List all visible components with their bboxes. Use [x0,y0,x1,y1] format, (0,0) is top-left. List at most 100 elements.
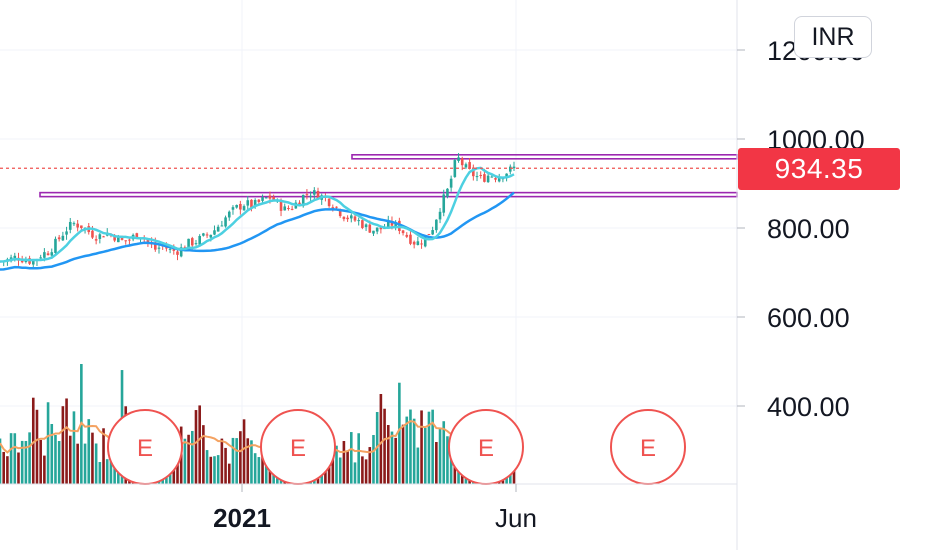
candle-body [512,166,516,169]
candle-body [246,200,250,206]
volume-bar [446,436,449,484]
candle-body [202,233,205,236]
volume-bar [449,452,453,484]
volume-bar [361,456,364,484]
volume-bars [0,364,516,484]
volume-bar [368,447,372,484]
candle-body [420,243,423,245]
candle-body [497,177,501,182]
earnings-marker[interactable]: E [107,409,183,485]
volume-bar [0,438,2,484]
candle-body [464,164,468,168]
candle-body [65,231,68,235]
volume-bar [261,452,264,484]
candle-body [113,235,116,241]
volume-ma-line [0,420,515,454]
volume-bar [427,411,431,484]
candle-body [349,215,353,219]
volume-bar [17,452,20,484]
candle-body [331,207,335,209]
volume-bar [76,443,79,484]
currency-button[interactable]: INR [794,16,872,58]
moving-average-fast [0,166,515,263]
candle-body [494,178,497,180]
candle-body [505,173,508,179]
volume-bar [242,419,246,484]
candle-body [20,260,24,263]
volume-bar [9,433,13,484]
candle-body [227,211,231,218]
candle-body [216,226,220,232]
candle-body [435,219,438,231]
candle-body [305,194,309,196]
volume-bar [54,434,57,484]
candle-body [220,225,224,227]
earnings-marker[interactable]: E [610,409,686,485]
volume-bar [398,382,401,484]
volume-bar [239,431,242,484]
volume-bar [335,445,338,484]
y-tick-label: 600.00 [767,303,850,333]
candle-body [272,197,275,201]
volume-bar [253,453,257,484]
candle-body [346,217,349,220]
earnings-marker[interactable]: E [448,409,524,485]
candle-body [187,238,190,249]
candle-body [364,224,368,228]
volume-bar [453,460,457,484]
candle-body [327,198,331,207]
volume-bar [61,406,65,484]
candle-body [309,195,312,197]
candle-body [135,233,139,239]
candle-body [509,166,512,172]
candle-body [486,175,490,183]
candle-body [46,253,50,256]
candle-body [253,200,257,208]
volume-bar [338,457,342,484]
volume-bar [423,427,427,484]
candle-body [409,234,412,244]
candle-body [442,194,446,213]
volume-bar [35,409,39,484]
candle-body [146,239,150,243]
candle-body [128,239,131,241]
volume-bar [50,424,54,484]
candle-body [224,217,227,227]
volume-bar [83,443,87,484]
volume-bar [205,450,209,484]
horizontal-levels[interactable] [39,154,738,198]
candle-body [157,247,161,249]
volume-bar [438,427,442,484]
volume-bar [213,456,216,484]
candle-body [13,255,17,259]
candle-body [235,204,238,208]
time-axis[interactable]: 2021 Jun [213,484,537,533]
candle-body [154,242,157,250]
candle-body [379,227,383,230]
volume-bar [357,433,360,484]
candle-body [57,237,61,240]
candle-body [479,174,483,176]
candle-body [483,174,486,182]
candle-body [368,224,372,233]
volume-bar [94,443,98,484]
last-price-badge: 934.35 [738,148,900,190]
volume-bar [6,456,9,484]
earnings-marker[interactable]: E [260,409,336,485]
volume-bar [20,440,24,484]
candle-body [257,199,261,202]
volume-bar [235,438,238,484]
volume-bar [394,437,397,484]
candle-body [353,216,357,221]
volume-bar [353,462,357,484]
candle-body [39,257,42,259]
candle-body [176,251,179,255]
volume-bar [13,433,17,484]
candle-body [287,207,290,209]
candle-body [372,230,375,234]
candle-body [361,220,364,228]
volume-bar [383,408,386,484]
volume-bar [57,441,61,484]
